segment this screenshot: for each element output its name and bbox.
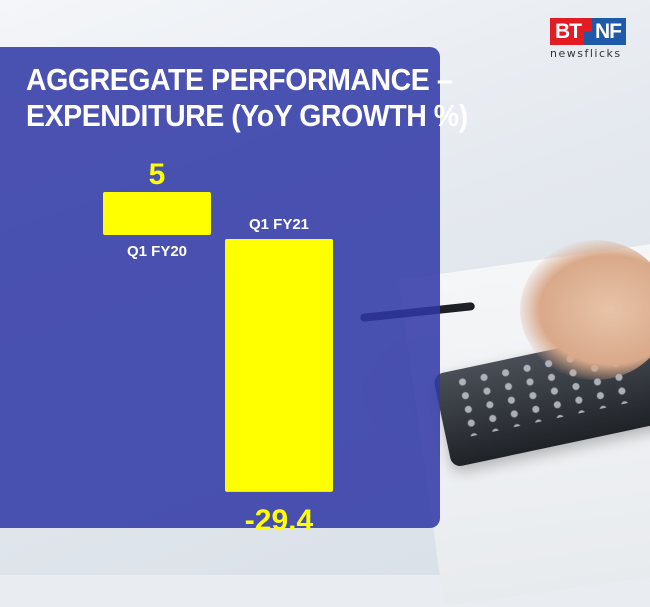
logo-nf: NF [592, 18, 626, 45]
bar-q1-fy21 [225, 239, 333, 492]
bar-q1-fy20 [103, 192, 211, 235]
category-label: Q1 FY21 [249, 216, 309, 233]
hand [520, 240, 650, 380]
category-label: Q1 FY20 [127, 243, 187, 260]
bt-newsflicks-logo: BT NF newsflicks [550, 18, 636, 62]
value-label: 5 [149, 158, 166, 191]
bar-chart: 5 Q1 FY20 -29.4 Q1 FY21 [103, 158, 333, 537]
logo-bt: BT [550, 18, 584, 45]
value-label: -29.4 [245, 504, 314, 537]
chart-title-line-1: AGGREGATE PERFORMANCE – [26, 62, 453, 97]
logo-subtitle: newsflicks [550, 47, 622, 60]
chart-panel [0, 47, 440, 528]
logo-divider [584, 18, 592, 45]
